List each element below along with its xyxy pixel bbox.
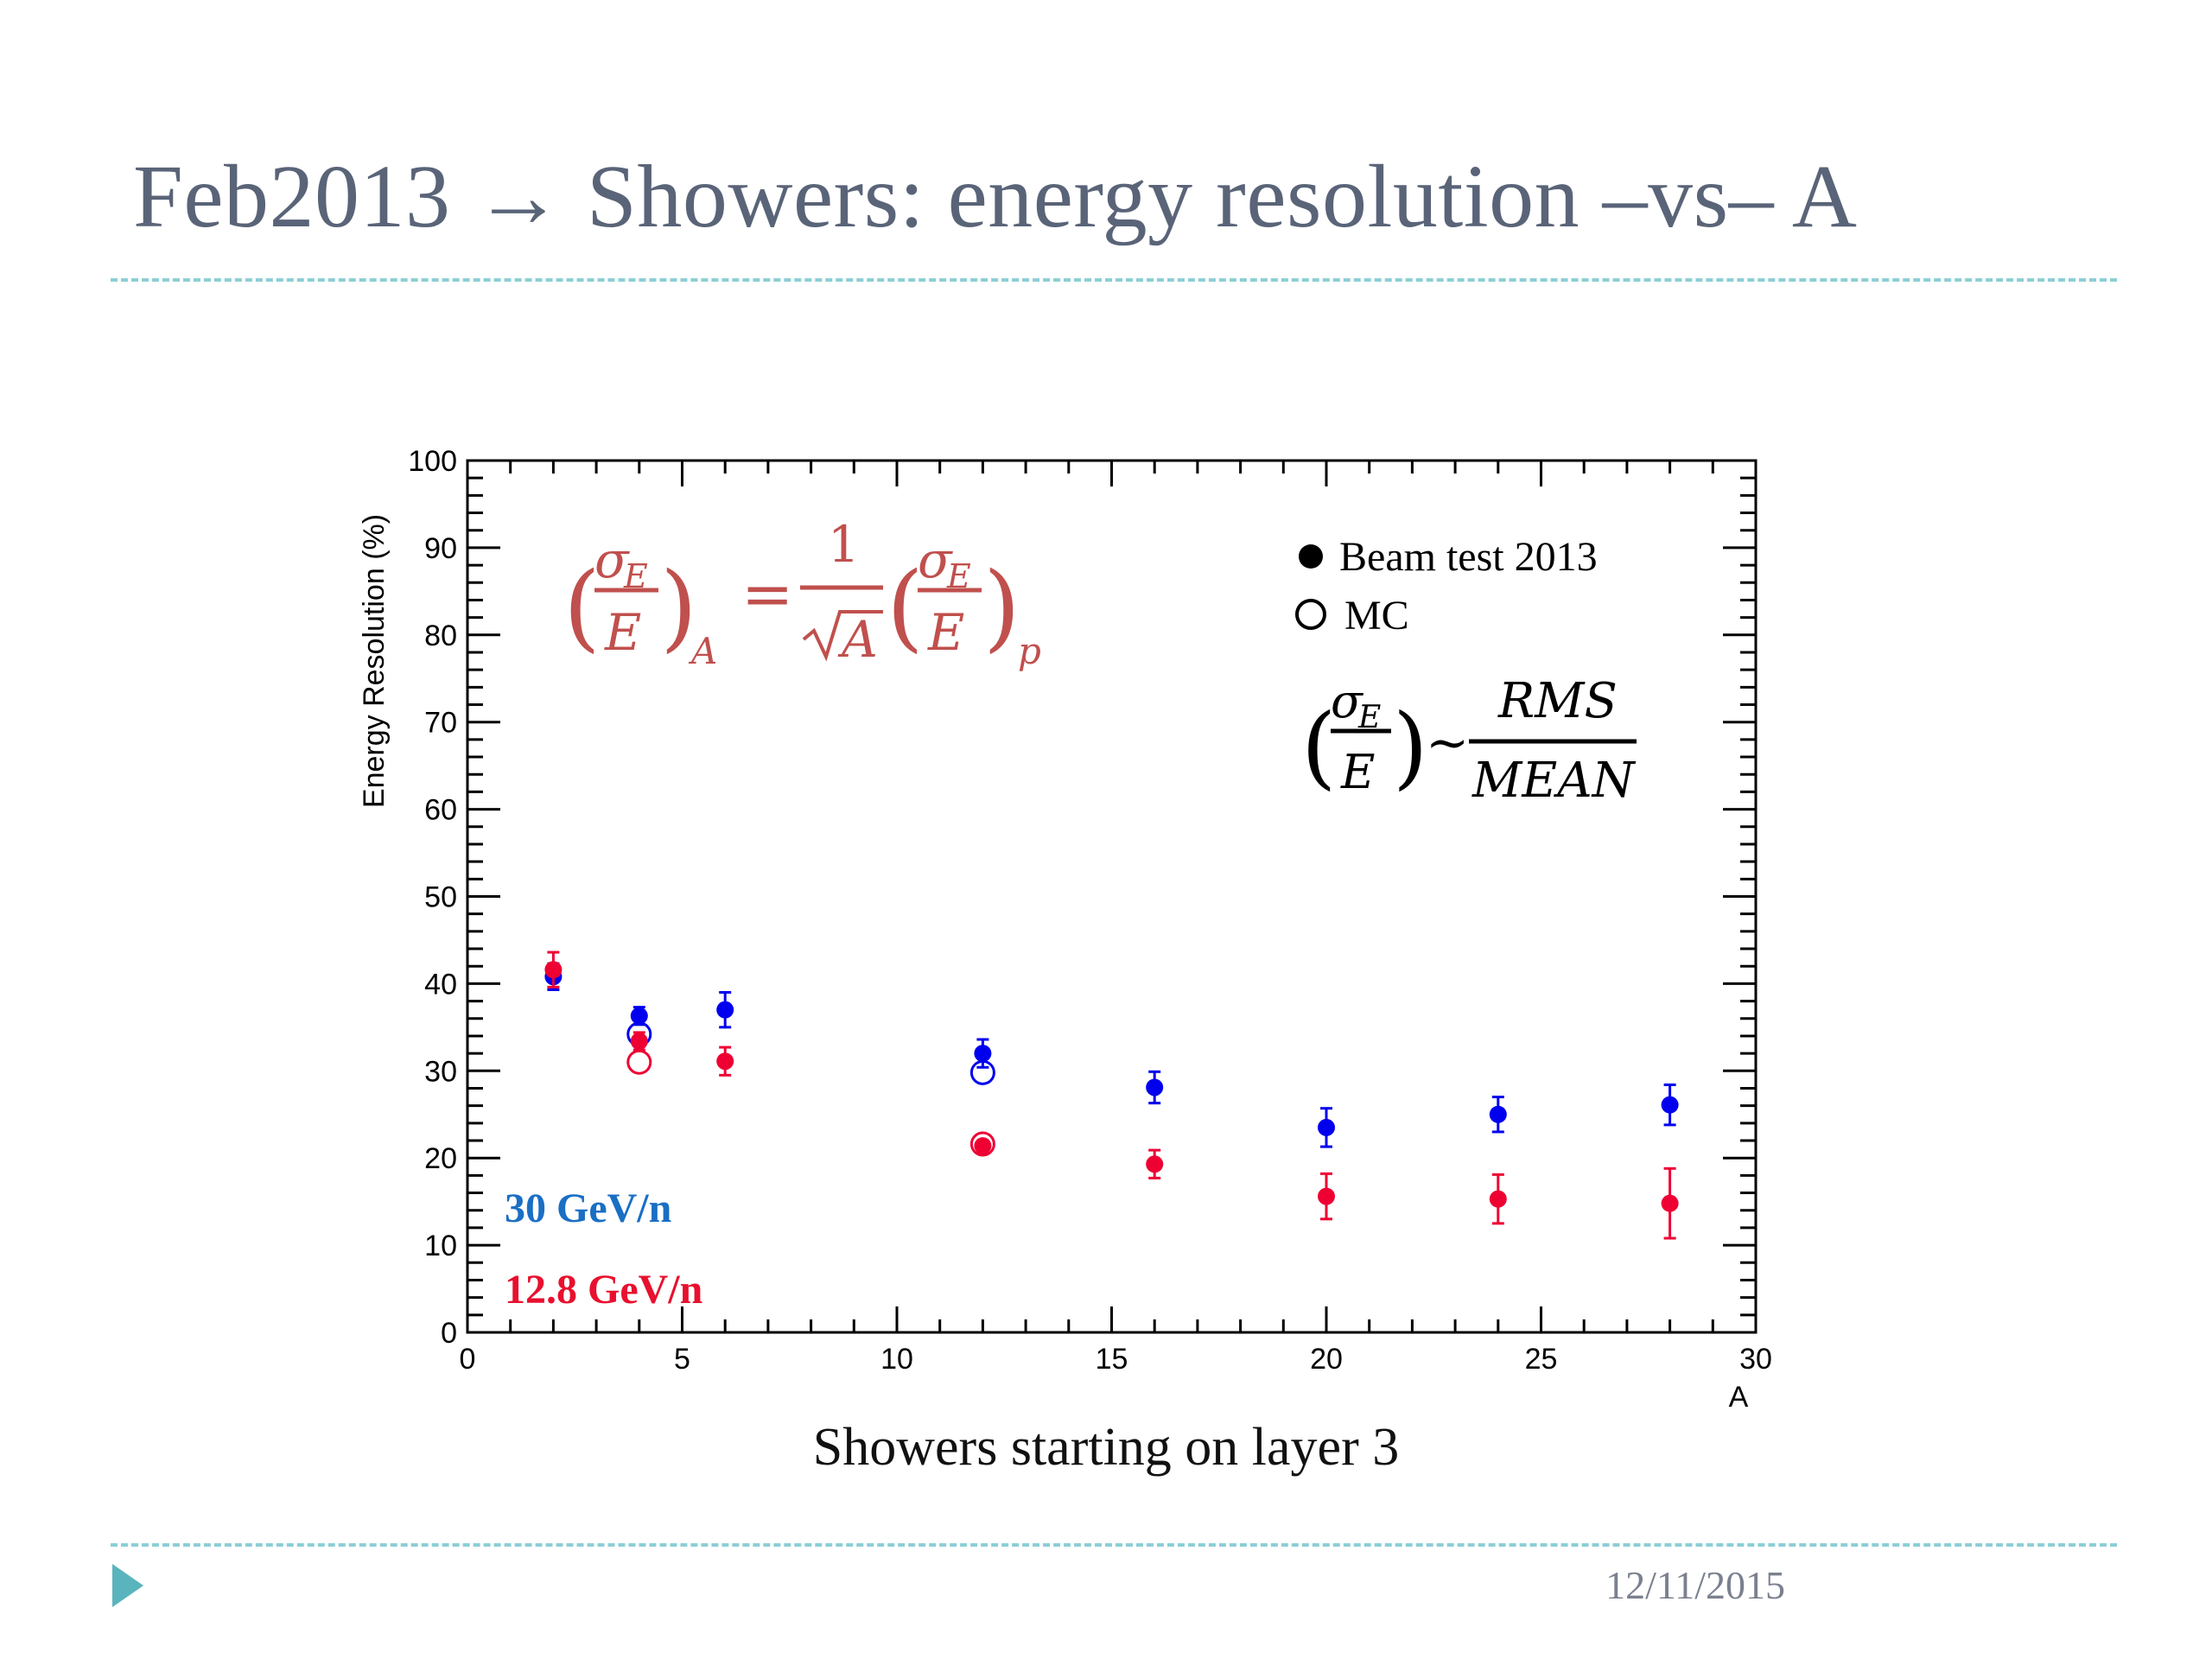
energy-label-30: 30 GeV/n bbox=[505, 1185, 671, 1231]
f2-num: σ bbox=[1331, 674, 1364, 728]
x-tick-label: 25 bbox=[1525, 1343, 1558, 1376]
f1-one: 1 bbox=[828, 515, 860, 574]
triangle-right-icon[interactable] bbox=[112, 1564, 143, 1607]
footer-divider bbox=[111, 1543, 2117, 1547]
f2-den: E bbox=[1340, 745, 1375, 799]
y-tick-label: 100 bbox=[408, 445, 457, 478]
data-point-open bbox=[626, 1049, 652, 1075]
f1-rhs-outer-sub: p bbox=[1018, 630, 1041, 672]
legend-open-marker bbox=[1295, 599, 1326, 630]
x-tick-label: 10 bbox=[880, 1343, 913, 1376]
legend-mc-label: MC bbox=[1344, 593, 1409, 639]
x-tick-label: 15 bbox=[1096, 1343, 1128, 1376]
y-tick-label: 80 bbox=[424, 620, 457, 652]
paren-close-2: ) bbox=[983, 551, 1020, 662]
f2-paren-open: ( bbox=[1301, 694, 1337, 799]
y-tick-label: 0 bbox=[441, 1317, 457, 1350]
x-tick-label: 30 bbox=[1739, 1343, 1772, 1376]
y-tick-label: 20 bbox=[424, 1142, 457, 1175]
f1-rhs-den: E bbox=[927, 603, 964, 662]
data-point bbox=[1489, 1190, 1507, 1208]
data-point bbox=[1146, 1078, 1164, 1096]
data-point bbox=[974, 1045, 992, 1063]
f2-rms: RMS bbox=[1497, 673, 1618, 729]
y-axis-label: Energy Resolution (%) bbox=[358, 514, 391, 808]
paren-open-2: ( bbox=[887, 551, 924, 662]
y-tick-label: 40 bbox=[424, 968, 457, 1001]
formula-rms-mean: ( σ E E ) ~ RMS MEAN bbox=[1301, 673, 1637, 809]
y-tick-label: 30 bbox=[424, 1055, 457, 1088]
paren-close: ) bbox=[660, 551, 697, 662]
f1-lhs-outer-sub: A bbox=[688, 630, 717, 672]
legend-beam-label: Beam test 2013 bbox=[1339, 534, 1598, 580]
data-point bbox=[630, 1032, 648, 1050]
f1-rhs-num: σ bbox=[918, 531, 953, 589]
title-divider bbox=[111, 278, 2117, 282]
axis-ticks bbox=[466, 459, 1758, 1334]
data-point bbox=[716, 1001, 734, 1019]
tick-labels: 0 5 10 15 20 25 30 0 10 20 30 40 50 60 70 80 90 100 bbox=[408, 445, 1772, 1376]
data-point bbox=[1318, 1187, 1335, 1205]
y-tick-label: 90 bbox=[424, 532, 457, 565]
f1-eq: = bbox=[741, 557, 793, 630]
data-point bbox=[1489, 1105, 1507, 1123]
sqrt-sign bbox=[802, 610, 883, 662]
formula-scaling: ( σ E E ) A = 1 A ( σ E E ) p bbox=[563, 515, 1041, 672]
y-tick-label: 70 bbox=[424, 707, 457, 740]
data-point bbox=[1318, 1118, 1335, 1136]
f2-mean: MEAN bbox=[1471, 753, 1637, 809]
legend: Beam test 2013 MC bbox=[1295, 534, 1598, 639]
chart-caption: Showers starting on layer 3 bbox=[812, 1418, 1400, 1477]
data-point-open bbox=[969, 1131, 995, 1157]
data-point bbox=[974, 1137, 992, 1155]
data-point bbox=[630, 1007, 648, 1025]
y-tick-label: 60 bbox=[424, 794, 457, 827]
data-point-open bbox=[969, 1059, 995, 1085]
data-points bbox=[544, 950, 1679, 1240]
x-tick-label: 0 bbox=[460, 1343, 476, 1376]
slide-title: Feb2013 → Showers: energy resolution –vs… bbox=[133, 147, 1858, 246]
data-point bbox=[1661, 1194, 1679, 1212]
y-tick-label: 10 bbox=[424, 1230, 457, 1262]
f1-lhs-den: E bbox=[604, 603, 641, 662]
energy-label-12-8: 12.8 GeV/n bbox=[505, 1267, 702, 1313]
x-tick-label: 20 bbox=[1310, 1343, 1343, 1376]
x-axis-label: A bbox=[1729, 1381, 1749, 1414]
data-point bbox=[1661, 1096, 1679, 1114]
data-point bbox=[716, 1052, 734, 1071]
data-point bbox=[544, 961, 563, 979]
y-tick-label: 50 bbox=[424, 881, 457, 914]
paren-open: ( bbox=[563, 551, 601, 662]
f1-lhs-num: σ bbox=[594, 531, 630, 589]
slide-date: 12/11/2015 bbox=[1605, 1563, 1785, 1607]
data-point bbox=[1146, 1155, 1164, 1173]
plot-frame bbox=[466, 459, 1758, 1334]
f2-paren-close: ) bbox=[1393, 694, 1428, 799]
f2-tilde: ~ bbox=[1426, 713, 1469, 773]
legend-filled-marker bbox=[1299, 544, 1323, 569]
f1-sqrt-arg: A bbox=[837, 610, 878, 669]
x-tick-label: 5 bbox=[674, 1343, 690, 1376]
